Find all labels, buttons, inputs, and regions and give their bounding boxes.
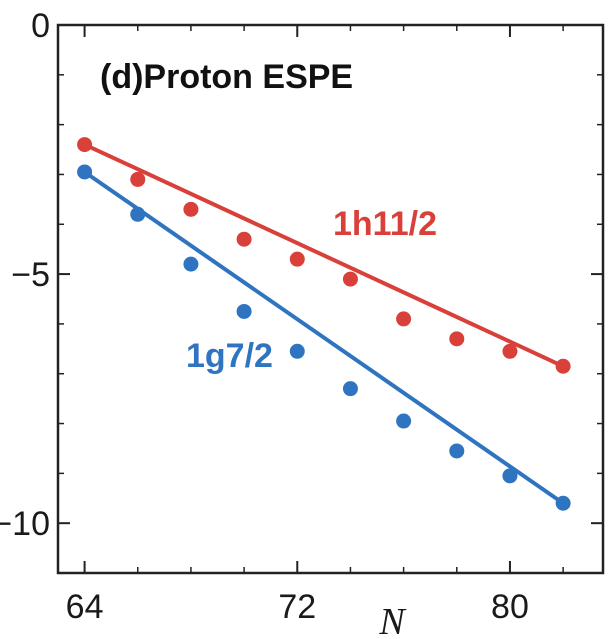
x-axis-label: N: [378, 601, 407, 639]
series-label-1g7: 1g7/2: [186, 337, 273, 375]
x-tick-label: 64: [66, 588, 104, 626]
data-point-series-0: [502, 343, 518, 359]
y-tick-label: −5: [11, 256, 50, 294]
axis-ticks: 64 72 80 0 −5 −10: [0, 7, 603, 626]
data-point-series-1: [183, 256, 199, 272]
data-point-series-1: [342, 381, 358, 397]
y-tick-label: −10: [0, 505, 50, 543]
x-tick-label: 80: [491, 588, 529, 626]
data-point-series-0: [449, 331, 465, 347]
data-point-series-1: [77, 164, 93, 180]
data-point-series-0: [130, 171, 146, 187]
data-point-series-0: [396, 311, 412, 327]
data-point-series-0: [289, 251, 305, 267]
data-point-series-0: [342, 271, 358, 287]
chart-title: (d)Proton ESPE: [100, 58, 353, 96]
series-label-1h11: 1h11/2: [333, 205, 437, 243]
data-point-series-0: [183, 201, 199, 217]
data-point-series-1: [289, 343, 305, 359]
y-tick-label: 0: [31, 7, 50, 45]
data-point-series-1: [555, 495, 571, 511]
data-point-series-1: [236, 303, 252, 319]
fit-lines: [82, 142, 566, 506]
x-tick-label: 72: [278, 588, 316, 626]
data-point-series-1: [396, 413, 412, 429]
data-point-series-0: [555, 358, 571, 374]
data-point-series-0: [236, 231, 252, 247]
plot-frame: [56, 23, 605, 575]
data-point-series-1: [449, 443, 465, 459]
data-points: [77, 137, 571, 511]
fit-line-series-1: [82, 169, 566, 506]
fit-line-series-0: [82, 142, 566, 369]
data-point-series-1: [130, 206, 146, 222]
data-point-series-1: [502, 468, 518, 484]
data-point-series-0: [77, 137, 93, 153]
